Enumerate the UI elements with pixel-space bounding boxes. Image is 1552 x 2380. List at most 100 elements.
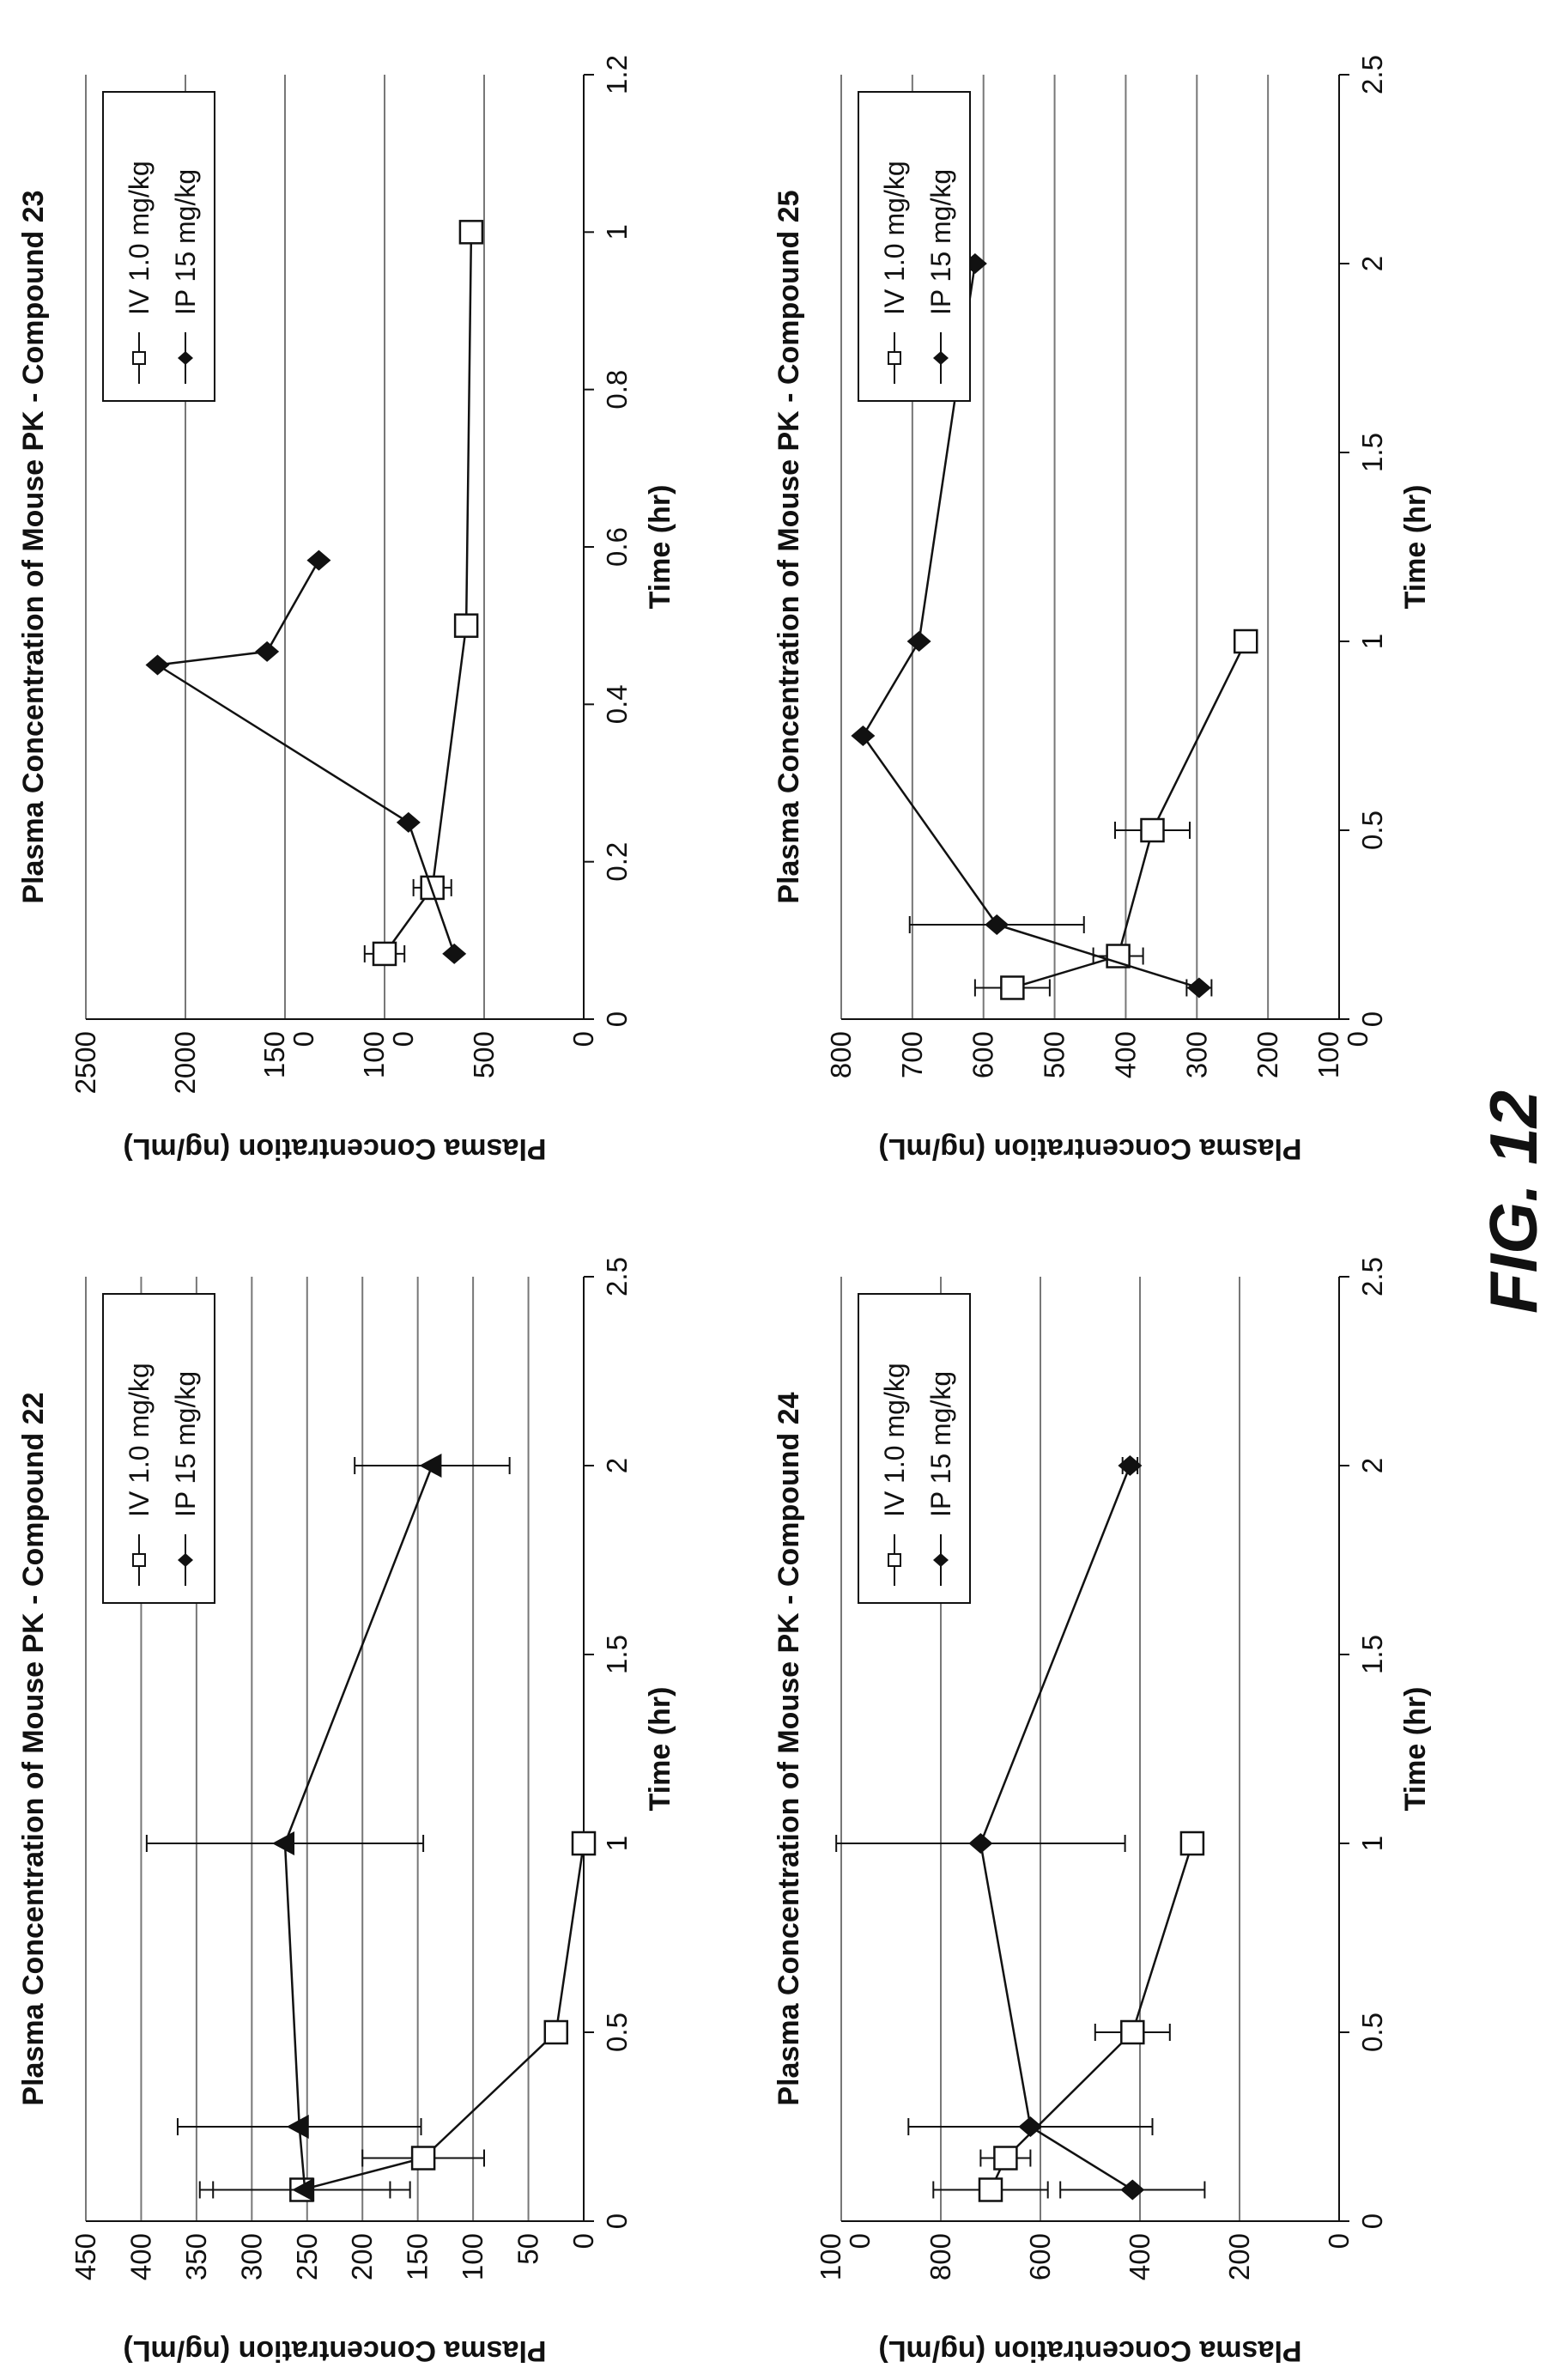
x-tick-label: 0.5 xyxy=(1356,2013,1388,2052)
data-point-diamond xyxy=(442,943,467,964)
y-axis-label: Plasma Concentration (ng/mL) xyxy=(123,2334,546,2367)
y-tick-label: 800 xyxy=(925,2233,956,2280)
x-axis-label: Time (hr) xyxy=(644,485,676,610)
y-tick-label: 1500 xyxy=(258,1031,319,1078)
data-point-diamond xyxy=(1018,2116,1043,2137)
legend-label: IV 1.0 mg/kg xyxy=(879,161,910,315)
series-line xyxy=(989,1843,1194,2191)
x-tick-label: 1.5 xyxy=(1356,433,1388,472)
data-point-square xyxy=(1179,1831,1205,1856)
y-tick-label: 700 xyxy=(896,1031,928,1078)
data-point-diamond xyxy=(968,1833,993,1854)
y-tick-label: 600 xyxy=(967,1031,999,1078)
y-tick-label: 350 xyxy=(180,2233,212,2280)
data-point-triangle xyxy=(419,1454,442,1478)
y-tick-label: 100 xyxy=(457,2233,488,2280)
y-tick-label: 2000 xyxy=(169,1031,201,1094)
legend-marker-diamond xyxy=(178,351,193,365)
y-tick-label: 0 xyxy=(1323,2233,1355,2249)
y-tick-label: 600 xyxy=(1024,2233,1056,2280)
data-point-diamond xyxy=(145,654,170,676)
y-tick-label: 200 xyxy=(1223,2233,1255,2280)
data-point-diamond xyxy=(985,914,1009,935)
y-tick-label: 150 xyxy=(402,2233,433,2280)
legend-label: IV 1.0 mg/kg xyxy=(124,1363,155,1517)
x-tick-label: 0 xyxy=(1356,2213,1388,2229)
y-tick-label: 50 xyxy=(512,2233,544,2265)
x-tick-label: 0.4 xyxy=(601,684,633,724)
legend-label: IP 15 mg/kg xyxy=(925,169,956,315)
x-tick-label: 2.5 xyxy=(1356,55,1388,94)
data-point-diamond xyxy=(906,631,931,652)
x-tick-label: 1 xyxy=(601,224,633,240)
x-tick-label: 2 xyxy=(1356,256,1388,271)
y-axis-label: Plasma Concentration (ng/mL) xyxy=(878,2334,1301,2367)
series-line xyxy=(154,559,456,955)
data-point-diamond xyxy=(1186,977,1211,999)
legend-marker-square xyxy=(888,1553,901,1567)
y-axis-label: Plasma Concentration (ng/mL) xyxy=(123,1132,546,1165)
y-tick-label: 500 xyxy=(1039,1031,1070,1078)
data-point-diamond xyxy=(1118,1455,1143,1476)
legend-label: IP 15 mg/kg xyxy=(170,169,201,315)
rotated-figure: Plasma Concentration of Mouse PK - Compo… xyxy=(17,55,1432,2367)
data-point-square xyxy=(372,941,397,967)
series-line xyxy=(301,1843,585,2191)
data-point-diamond xyxy=(1120,2179,1145,2201)
x-tick-label: 1 xyxy=(1356,634,1388,649)
y-tick-label: 300 xyxy=(235,2233,267,2280)
y-tick-label: 800 xyxy=(825,1031,857,1078)
data-point-triangle xyxy=(286,2115,309,2139)
y-tick-label: 400 xyxy=(124,2233,156,2280)
y-tick-label: 400 xyxy=(1124,2233,1155,2280)
legend-marker-diamond xyxy=(933,351,949,365)
data-point-diamond xyxy=(851,726,876,746)
y-tick-label: 1000 xyxy=(815,2233,876,2280)
y-tick-label: 300 xyxy=(1180,1031,1212,1078)
x-tick-label: 0 xyxy=(601,1011,633,1027)
data-point-square xyxy=(571,1831,597,1856)
data-point-diamond xyxy=(255,641,280,662)
x-tick-label: 0.5 xyxy=(601,2013,633,2052)
x-axis-label: Time (hr) xyxy=(644,1687,676,1812)
legend-marker-square xyxy=(132,1553,146,1567)
x-tick-label: 1 xyxy=(601,1836,633,1851)
data-point-square xyxy=(978,2177,1003,2202)
series-line xyxy=(383,232,473,955)
x-tick-label: 0.6 xyxy=(601,527,633,567)
y-tick-label: 450 xyxy=(70,2233,101,2280)
legend-marker-diamond xyxy=(933,1553,949,1567)
chart-title: Plasma Concentration of Mouse PK - Compo… xyxy=(773,190,805,903)
legend-label: IP 15 mg/kg xyxy=(170,1371,201,1517)
data-point-square xyxy=(1000,975,1025,1000)
data-point-triangle xyxy=(272,1831,294,1855)
data-point-square xyxy=(543,2019,569,2045)
data-point-square xyxy=(458,220,484,245)
legend-label: IV 1.0 mg/kg xyxy=(879,1363,910,1517)
x-tick-label: 0 xyxy=(601,2213,633,2229)
legend-label: IV 1.0 mg/kg xyxy=(124,161,155,315)
chart-title: Plasma Concentration of Mouse PK - Compo… xyxy=(17,190,50,903)
x-tick-label: 0.8 xyxy=(601,370,633,410)
data-point-square xyxy=(993,2146,1018,2171)
x-tick-label: 2.5 xyxy=(601,1257,633,1296)
series-line xyxy=(1012,641,1247,989)
x-axis-label: Time (hr) xyxy=(1399,485,1432,610)
y-axis-label: Plasma Concentration (ng/mL) xyxy=(878,1132,1301,1165)
legend-box xyxy=(102,91,215,402)
x-tick-label: 2 xyxy=(601,1458,633,1473)
y-tick-label: 400 xyxy=(1109,1031,1141,1078)
data-point-square xyxy=(1234,628,1258,654)
x-tick-label: 0.2 xyxy=(601,842,633,882)
legend-box xyxy=(102,1293,215,1604)
x-tick-label: 1.2 xyxy=(601,55,633,94)
chart-title: Plasma Concentration of Mouse PK - Compo… xyxy=(17,1392,50,2105)
legend-marker-square xyxy=(888,351,901,365)
chart-title: Plasma Concentration of Mouse PK - Compo… xyxy=(773,1392,805,2105)
figure-label: FIG. 12 xyxy=(1476,1090,1551,1314)
series-line xyxy=(979,1465,1133,2191)
x-tick-label: 1.5 xyxy=(601,1635,633,1674)
y-tick-label: 1000 xyxy=(358,1031,419,1078)
data-point-square xyxy=(1120,2019,1145,2045)
